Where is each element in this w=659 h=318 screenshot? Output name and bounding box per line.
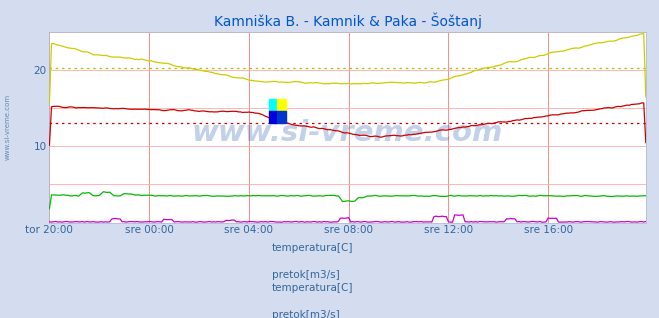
Text: www.si-vreme.com: www.si-vreme.com (192, 119, 503, 147)
Bar (277, 99, 285, 111)
Text: pretok[m3/s]: pretok[m3/s] (272, 310, 339, 318)
Bar (269, 111, 277, 123)
Text: www.si-vreme.com: www.si-vreme.com (5, 94, 11, 160)
Text: temperatura[C]: temperatura[C] (272, 243, 353, 253)
Bar (269, 99, 277, 111)
Title: Kamniška B. - Kamnik & Paka - Šoštanj: Kamniška B. - Kamnik & Paka - Šoštanj (214, 13, 482, 29)
Text: pretok[m3/s]: pretok[m3/s] (272, 270, 339, 280)
Text: temperatura[C]: temperatura[C] (272, 283, 353, 293)
Bar (277, 111, 285, 123)
